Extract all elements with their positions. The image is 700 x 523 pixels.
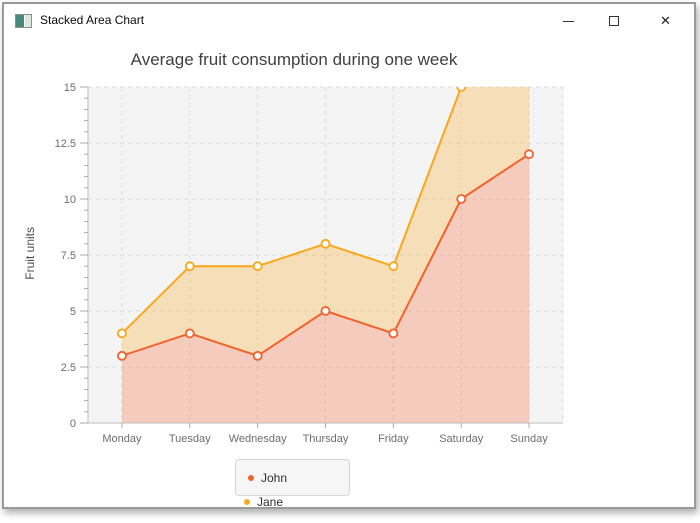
- chart-title: Average fruit consumption during one wee…: [130, 50, 458, 69]
- y-tick-label: 10: [64, 194, 76, 206]
- legend-label-jane: Jane: [257, 495, 284, 509]
- marker-john-sunday: [524, 149, 534, 160]
- minimize-icon: [562, 20, 574, 22]
- y-tick-label: 2.5: [61, 362, 76, 374]
- x-tick-label: Tuesday: [169, 433, 211, 445]
- y-axis-title: Fruit units: [23, 226, 37, 280]
- maximize-button[interactable]: [591, 4, 637, 38]
- x-tick-label: Thursday: [303, 433, 349, 445]
- y-tick-label: 7.5: [61, 250, 76, 262]
- x-tick-label: Monday: [102, 433, 142, 445]
- close-button[interactable]: ✕: [637, 4, 694, 38]
- x-tick-label: Wednesday: [229, 433, 287, 445]
- tick-labels: 0 2.5 5 7.5 10 12.5 15 Monday Tuesday Wednesday Th…: [55, 82, 549, 445]
- close-icon: ✕: [660, 13, 671, 28]
- tick-marks: [80, 86, 530, 428]
- window-title: Stacked Area Chart: [40, 13, 145, 27]
- marker-jane-wednesday: [252, 261, 263, 272]
- y-tick-label: 15: [64, 82, 76, 94]
- area-john: [121, 154, 530, 423]
- marker-jane-friday: [388, 261, 399, 272]
- legend-label-john: John: [261, 470, 288, 485]
- app-icon: [15, 14, 32, 28]
- marker-john-friday: [388, 328, 399, 339]
- marker-john-monday: [117, 350, 127, 361]
- marker-jane-tuesday: [184, 261, 195, 272]
- marker-jane-saturday: [456, 87, 467, 92]
- series-layer: [117, 87, 534, 423]
- x-tick-label: Saturday: [439, 433, 484, 445]
- area-jane: [121, 87, 530, 356]
- x-tick-label: Sunday: [510, 433, 548, 445]
- y-tick-label: 0: [70, 418, 76, 430]
- stacked-area-chart: 0 2.5 5 7.5 10 12.5 15 Monday Tuesday Wednesday Th…: [55, 82, 564, 445]
- title-bar[interactable]: Stacked Area Chart ✕: [4, 4, 694, 38]
- app-window: Stacked Area Chart ✕ 0 2.5 5 7.5 10 12.5 15 Mon…: [2, 2, 696, 509]
- minimize-button[interactable]: [545, 4, 591, 38]
- jane-series-marker-icon: [244, 499, 250, 505]
- y-tick-label: 12.5: [55, 138, 76, 150]
- marker-jane-monday: [117, 328, 127, 339]
- marker-jane-thursday: [320, 238, 331, 249]
- gridlines: [88, 86, 564, 423]
- y-tick-label: 5: [70, 306, 76, 318]
- john-series-marker-icon: [248, 474, 254, 481]
- marker-john-wednesday: [252, 350, 263, 361]
- legend-item-john: John: [235, 459, 350, 496]
- legend-item-jane: Jane: [244, 495, 284, 509]
- marker-john-saturday: [456, 194, 467, 204]
- marker-john-thursday: [320, 306, 331, 316]
- x-tick-label: Friday: [378, 433, 409, 445]
- maximize-icon: [609, 16, 619, 26]
- marker-john-tuesday: [184, 328, 195, 339]
